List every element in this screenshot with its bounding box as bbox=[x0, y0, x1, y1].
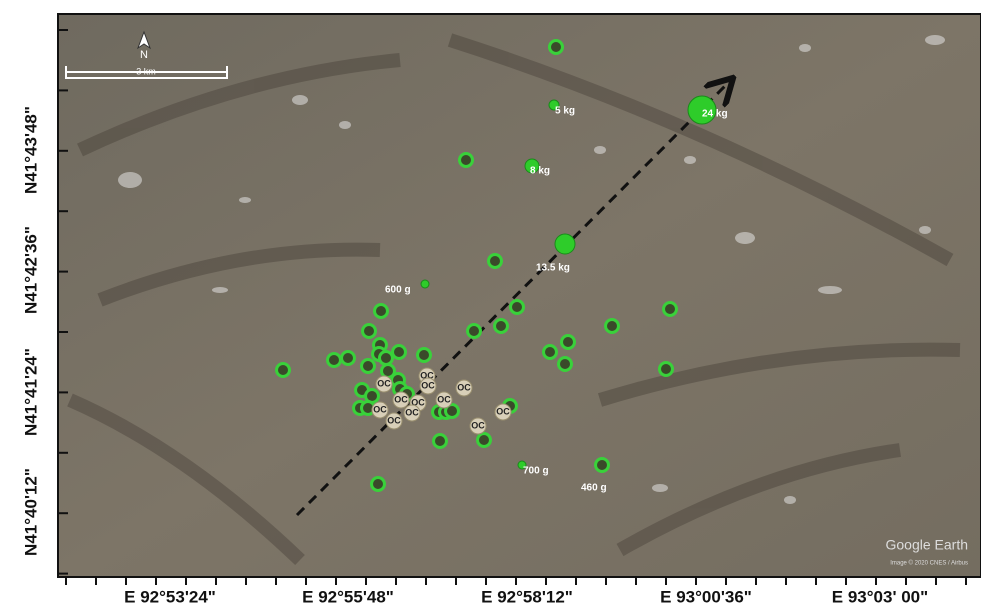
oc-label: OC bbox=[471, 420, 485, 430]
oc-label: OC bbox=[405, 407, 419, 417]
find-ring bbox=[418, 349, 431, 362]
x-axis-label: E 93°00'36" bbox=[660, 587, 752, 606]
find-ring bbox=[559, 358, 572, 371]
mass-find bbox=[555, 234, 575, 254]
light-patch bbox=[799, 44, 811, 52]
x-axis-label: E 93°03' 00" bbox=[832, 587, 928, 606]
light-patch bbox=[784, 496, 796, 504]
light-patch bbox=[818, 286, 842, 294]
oc-label: OC bbox=[394, 394, 408, 404]
light-patch bbox=[339, 121, 351, 129]
find-ring bbox=[434, 435, 447, 448]
y-axis-label: N41°43'48" bbox=[21, 106, 40, 194]
oc-label: OC bbox=[496, 406, 510, 416]
mass-label: 700 g bbox=[523, 466, 549, 477]
find-ring bbox=[380, 352, 393, 365]
find-ring bbox=[362, 360, 375, 373]
x-axis-label: E 92°58'12" bbox=[481, 587, 573, 606]
oc-label: OC bbox=[373, 404, 387, 414]
find-ring bbox=[372, 478, 385, 491]
light-patch bbox=[735, 232, 755, 244]
oc-label: OC bbox=[421, 380, 435, 390]
mass-label: 8 kg bbox=[530, 166, 550, 177]
find-ring bbox=[660, 363, 673, 376]
mass-label: 460 g bbox=[581, 483, 607, 494]
light-patch bbox=[239, 197, 251, 203]
find-ring bbox=[495, 320, 508, 333]
find-ring bbox=[562, 336, 575, 349]
scale-label: 3 km bbox=[136, 66, 156, 76]
credit: Image © 2020 CNES / Airbus bbox=[890, 560, 968, 567]
mass-label: 600 g bbox=[385, 285, 411, 296]
light-patch bbox=[292, 95, 308, 105]
light-patch bbox=[212, 287, 228, 293]
find-ring bbox=[363, 325, 376, 338]
find-ring bbox=[277, 364, 290, 377]
light-patch bbox=[925, 35, 945, 45]
find-ring bbox=[544, 346, 557, 359]
find-ring bbox=[328, 354, 341, 367]
page: {"map": { "north_label": "N", "scale_lab… bbox=[0, 0, 981, 612]
oc-label: OC bbox=[437, 394, 451, 404]
y-axis-label: N41°40'12" bbox=[21, 468, 40, 556]
find-ring bbox=[393, 346, 406, 359]
find-ring bbox=[664, 303, 677, 316]
find-ring bbox=[606, 320, 619, 333]
mass-find bbox=[421, 280, 429, 288]
light-patch bbox=[652, 484, 668, 492]
find-ring bbox=[460, 154, 473, 167]
y-axis-label: N41°41'24" bbox=[21, 348, 40, 436]
mass-label: 13.5 kg bbox=[536, 263, 570, 274]
find-ring bbox=[375, 305, 388, 318]
light-patch bbox=[684, 156, 696, 164]
find-ring bbox=[550, 41, 563, 54]
find-ring bbox=[489, 255, 502, 268]
oc-label: OC bbox=[387, 415, 401, 425]
find-ring bbox=[511, 301, 524, 314]
find-ring bbox=[342, 352, 355, 365]
light-patch bbox=[919, 226, 931, 234]
find-ring bbox=[596, 459, 609, 472]
oc-label: OC bbox=[457, 382, 471, 392]
x-axis-label: E 92°53'24" bbox=[124, 587, 216, 606]
oc-label: OC bbox=[377, 378, 391, 388]
x-axis-label: E 92°55'48" bbox=[302, 587, 394, 606]
light-patch bbox=[118, 172, 142, 188]
north-label: N bbox=[140, 49, 148, 61]
y-axis-label: N41°42'36" bbox=[21, 226, 40, 314]
light-patch bbox=[594, 146, 606, 154]
watermark: Google Earth bbox=[886, 537, 969, 553]
mass-label: 24 kg bbox=[702, 109, 728, 120]
find-ring bbox=[468, 325, 481, 338]
mass-label: 5 kg bbox=[555, 106, 575, 117]
map-figure: OCOCOCOCOCOCOCOCOCOCOCOC5 kg24 kg8 kg13.… bbox=[0, 0, 981, 607]
find-ring bbox=[478, 434, 491, 447]
